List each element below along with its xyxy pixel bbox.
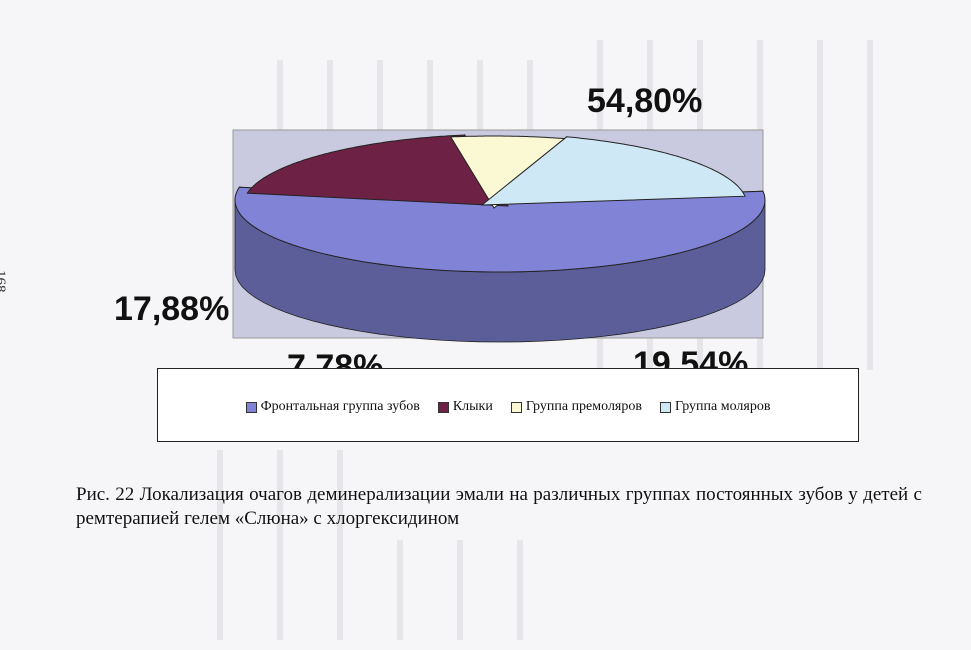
legend-swatch-canines — [437, 401, 449, 413]
data-label-molars: 17,88% — [114, 290, 230, 328]
legend-swatch-front-teeth — [245, 401, 257, 413]
data-label-front-teeth: 54,80% — [587, 82, 703, 120]
legend-label-premolars: Группа премоляров — [525, 399, 642, 414]
pie-slice-canines — [246, 134, 509, 207]
figure-caption: Рис. 22 Локализация очагов деминерализац… — [76, 484, 922, 529]
pie-slice-front-teeth — [234, 186, 766, 273]
pie-chart — [232, 129, 766, 343]
legend-label-molars: Группа моляров — [675, 399, 771, 414]
legend-item-front-teeth: Фронтальная группа зубов — [245, 399, 420, 415]
legend-swatch-premolars — [510, 401, 522, 413]
legend-item-molars: Группа моляров — [660, 399, 770, 415]
legend-swatch-molars — [660, 401, 671, 413]
legend-item-canines: Клыки — [437, 399, 493, 415]
legend-item-premolars: Группа премоляров — [510, 399, 642, 415]
legend-label-front-teeth: Фронтальная группа зубов — [260, 399, 420, 414]
legend-label-canines: Клыки — [452, 399, 493, 414]
chart-legend: Фронтальная группа зубов Клыки Группа пр… — [157, 368, 859, 442]
pie-slice-molars — [480, 136, 746, 206]
